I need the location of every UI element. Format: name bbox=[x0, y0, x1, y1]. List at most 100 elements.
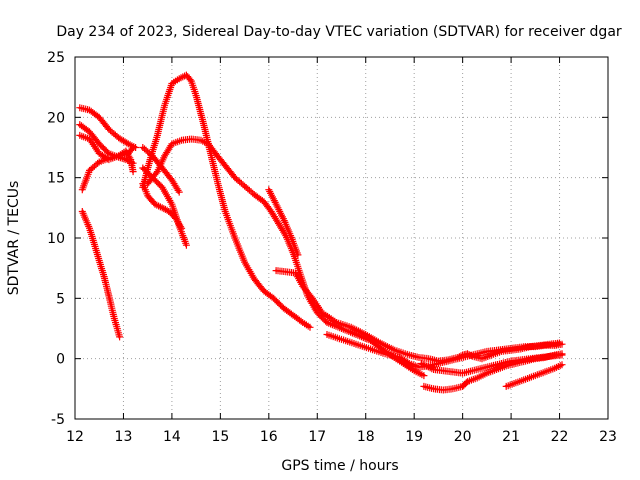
data-point bbox=[476, 352, 479, 355]
data-point bbox=[480, 367, 484, 370]
data-point bbox=[233, 236, 237, 240]
data-point bbox=[117, 156, 120, 159]
data-point bbox=[301, 321, 304, 324]
data-point bbox=[253, 193, 256, 196]
y-tick-label: 20 bbox=[47, 110, 65, 126]
data-point bbox=[88, 130, 91, 133]
data-point bbox=[308, 326, 312, 329]
data-point bbox=[369, 347, 372, 351]
data-point bbox=[262, 289, 266, 293]
data-point bbox=[141, 146, 144, 149]
data-point bbox=[543, 356, 547, 359]
data-point bbox=[437, 362, 440, 365]
data-point bbox=[514, 346, 518, 349]
data-point bbox=[451, 387, 455, 390]
data-point bbox=[325, 321, 329, 324]
series-arc-d bbox=[76, 104, 140, 151]
data-point bbox=[118, 335, 121, 339]
data-point bbox=[379, 341, 382, 345]
data-point bbox=[284, 270, 287, 273]
data-point bbox=[398, 356, 401, 359]
data-point bbox=[451, 370, 455, 374]
data-point bbox=[253, 277, 256, 281]
data-point bbox=[553, 367, 556, 370]
y-tick-label: 25 bbox=[47, 50, 65, 66]
x-tick-label: 13 bbox=[115, 429, 133, 445]
y-tick-label: 0 bbox=[56, 352, 65, 368]
data-point bbox=[190, 137, 193, 141]
data-point bbox=[495, 349, 498, 352]
data-point bbox=[141, 166, 144, 170]
data-point bbox=[320, 311, 324, 314]
data-point bbox=[175, 218, 178, 222]
x-tick-label: 18 bbox=[357, 429, 375, 445]
data-point bbox=[383, 352, 387, 355]
data-point bbox=[178, 190, 181, 194]
data-point bbox=[88, 108, 91, 112]
data-point bbox=[543, 344, 547, 347]
data-point bbox=[364, 333, 367, 336]
data-point bbox=[127, 142, 130, 146]
data-point bbox=[393, 349, 396, 352]
x-tick-label: 20 bbox=[454, 429, 472, 445]
plot-frame bbox=[74, 56, 609, 420]
series-arc-p bbox=[502, 361, 566, 390]
series-marks bbox=[144, 135, 428, 380]
data-point bbox=[224, 210, 227, 213]
data-point bbox=[161, 186, 164, 189]
data-point bbox=[340, 327, 343, 330]
data-point bbox=[78, 123, 82, 126]
data-point bbox=[466, 355, 469, 358]
data-point bbox=[163, 104, 166, 107]
data-point bbox=[98, 142, 101, 146]
data-point bbox=[163, 154, 166, 158]
data-point bbox=[432, 387, 435, 390]
data-point bbox=[194, 94, 198, 97]
data-point bbox=[476, 376, 479, 380]
x-tick-label: 17 bbox=[308, 429, 326, 445]
data-point bbox=[78, 106, 82, 109]
chart-title: Day 234 of 2023, Sidereal Day-to-day VTE… bbox=[56, 24, 622, 40]
data-point bbox=[420, 362, 423, 365]
data-point bbox=[98, 152, 101, 155]
data-point bbox=[180, 227, 183, 230]
data-point bbox=[134, 146, 137, 149]
data-point bbox=[88, 227, 91, 230]
data-point bbox=[560, 343, 564, 346]
data-point bbox=[81, 210, 84, 213]
data-point bbox=[446, 359, 450, 363]
series-arc-i bbox=[139, 71, 314, 331]
data-point bbox=[274, 269, 278, 272]
data-point bbox=[560, 352, 564, 355]
data-point bbox=[107, 294, 111, 298]
data-point bbox=[170, 178, 174, 182]
series-marks bbox=[78, 208, 124, 341]
x-tick-label: 19 bbox=[405, 429, 423, 445]
series-marks bbox=[265, 186, 302, 259]
data-point bbox=[127, 152, 130, 155]
data-point bbox=[442, 369, 445, 372]
data-point bbox=[216, 182, 220, 185]
series-marks bbox=[139, 71, 314, 331]
data-point bbox=[553, 353, 556, 357]
data-point bbox=[117, 136, 120, 139]
data-point bbox=[98, 160, 101, 164]
data-point bbox=[354, 343, 358, 346]
data-point bbox=[524, 359, 527, 363]
data-point bbox=[131, 162, 135, 165]
data-point bbox=[301, 285, 304, 288]
data-point bbox=[146, 182, 149, 185]
data-point bbox=[505, 385, 508, 388]
data-point bbox=[95, 251, 99, 254]
data-point bbox=[408, 362, 411, 365]
data-point bbox=[294, 271, 297, 275]
data-point bbox=[422, 385, 426, 388]
y-axis-label: SDTVAR / TECUs bbox=[6, 181, 22, 296]
series-arc-j bbox=[144, 135, 428, 380]
data-point bbox=[199, 139, 203, 142]
data-point bbox=[146, 194, 149, 197]
data-point bbox=[282, 306, 285, 310]
series-arc-e bbox=[76, 121, 137, 167]
data-point bbox=[291, 314, 295, 317]
data-point bbox=[272, 297, 275, 300]
